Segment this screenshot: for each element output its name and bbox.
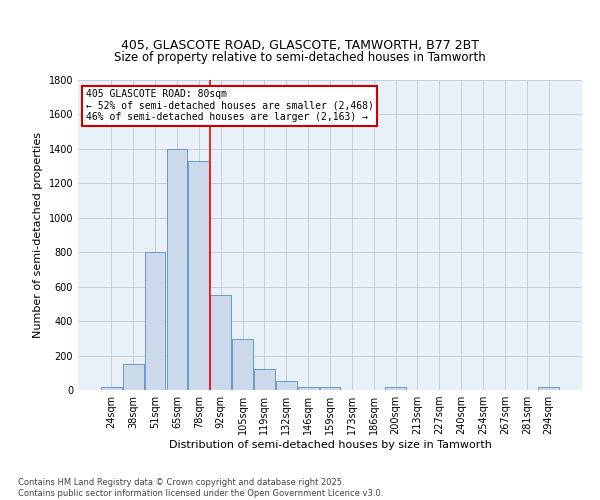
- Text: Size of property relative to semi-detached houses in Tamworth: Size of property relative to semi-detach…: [114, 51, 486, 64]
- Text: Contains HM Land Registry data © Crown copyright and database right 2025.
Contai: Contains HM Land Registry data © Crown c…: [18, 478, 383, 498]
- Bar: [232, 339, 253, 390]
- X-axis label: Distribution of semi-detached houses by size in Tamworth: Distribution of semi-detached houses by …: [169, 440, 491, 450]
- Bar: [123, 364, 143, 390]
- Y-axis label: Number of semi-detached properties: Number of semi-detached properties: [33, 132, 43, 338]
- Bar: [145, 252, 166, 390]
- Bar: [188, 161, 209, 390]
- Text: 405, GLASCOTE ROAD, GLASCOTE, TAMWORTH, B77 2BT: 405, GLASCOTE ROAD, GLASCOTE, TAMWORTH, …: [121, 40, 479, 52]
- Bar: [276, 382, 296, 390]
- Bar: [167, 149, 187, 390]
- Bar: [538, 388, 559, 390]
- Text: 405 GLASCOTE ROAD: 80sqm
← 52% of semi-detached houses are smaller (2,468)
46% o: 405 GLASCOTE ROAD: 80sqm ← 52% of semi-d…: [86, 90, 373, 122]
- Bar: [210, 296, 231, 390]
- Bar: [101, 386, 122, 390]
- Bar: [385, 388, 406, 390]
- Bar: [298, 386, 319, 390]
- Bar: [320, 386, 340, 390]
- Bar: [254, 370, 275, 390]
